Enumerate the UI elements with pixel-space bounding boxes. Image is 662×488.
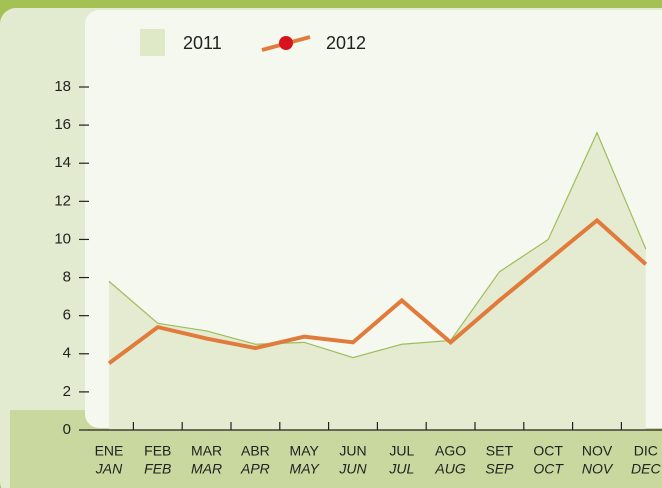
x-tick-label: DIC <box>634 443 658 459</box>
x-tick-label: JUL <box>389 443 414 459</box>
x-tick-label: MAY <box>290 443 320 459</box>
y-tick-label: 4 <box>63 345 71 362</box>
x-tick-label-en: APR <box>240 461 270 477</box>
x-tick-label-en: MAY <box>290 461 321 477</box>
y-tick-label: 12 <box>54 192 71 209</box>
y-tick-label: 8 <box>63 269 71 286</box>
x-tick-label: FEB <box>144 443 171 459</box>
x-tick-label-en: DEC <box>631 461 661 477</box>
legend-label: 2011 <box>183 33 222 53</box>
x-tick-label: JUN <box>339 443 366 459</box>
x-tick-label-en: OCT <box>533 461 564 477</box>
line-2012 <box>107 217 648 365</box>
line-2011 <box>108 131 647 359</box>
legend-label: 2012 <box>326 33 366 53</box>
x-tick-label-en: MAR <box>191 461 222 477</box>
x-tick-label: ABR <box>241 443 270 459</box>
x-tick-label-en: JUL <box>388 461 414 477</box>
y-tick-label: 18 <box>54 78 71 95</box>
x-tick-label-en: FEB <box>144 461 171 477</box>
y-tick-label: 16 <box>54 116 71 133</box>
x-tick-label: MAR <box>191 443 222 459</box>
x-tick-label: NOV <box>582 443 613 459</box>
y-tick-label: 6 <box>63 307 71 324</box>
y-tick-label: 10 <box>54 230 71 247</box>
x-tick-label-en: JUN <box>338 461 367 477</box>
x-tick-label: ENE <box>95 443 124 459</box>
x-tick-label-en: JAN <box>95 461 123 477</box>
area-2011 <box>109 132 646 430</box>
x-tick-label-en: SEP <box>485 461 514 477</box>
y-tick-label: 14 <box>54 154 71 171</box>
x-tick-label-en: AUG <box>434 461 465 477</box>
x-tick-label: OCT <box>533 443 563 459</box>
y-tick-label: 0 <box>63 421 71 438</box>
x-tick-label: SET <box>486 443 514 459</box>
x-tick-label: AGO <box>435 443 466 459</box>
legend-swatch <box>140 29 165 56</box>
y-tick-label: 2 <box>63 383 71 400</box>
x-tick-label-en: NOV <box>582 461 614 477</box>
legend-marker <box>279 36 293 50</box>
